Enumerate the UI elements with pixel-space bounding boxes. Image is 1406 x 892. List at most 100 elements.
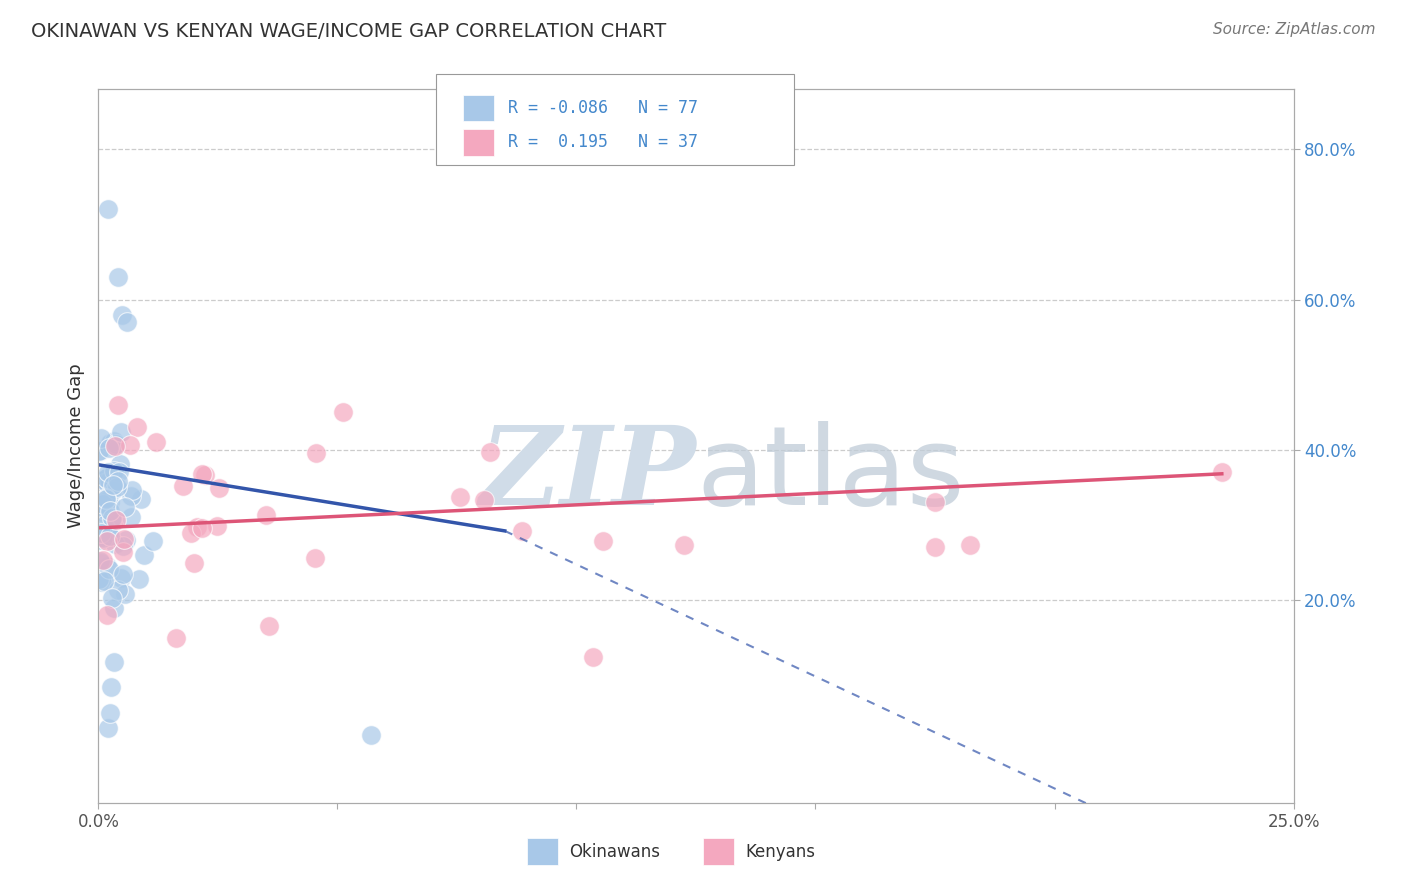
- Point: [208, 481, 231, 495]
- Point: [97, 465, 120, 479]
- Text: OKINAWAN VS KENYAN WAGE/INCOME GAP CORRELATION CHART: OKINAWAN VS KENYAN WAGE/INCOME GAP CORRE…: [31, 22, 666, 41]
- Point: [191, 521, 214, 535]
- Point: [91, 552, 114, 566]
- Point: [108, 466, 131, 480]
- Point: [87, 474, 110, 488]
- Point: [101, 591, 124, 606]
- Point: [96, 607, 118, 622]
- Point: [924, 495, 946, 509]
- Point: [98, 529, 121, 543]
- Point: [479, 445, 502, 459]
- Point: [96, 559, 118, 574]
- Point: [96, 524, 118, 538]
- Point: [449, 490, 471, 504]
- Point: [254, 508, 277, 522]
- Point: [132, 548, 155, 562]
- Point: [96, 533, 118, 548]
- Point: [107, 398, 129, 412]
- Point: [90, 570, 112, 584]
- Point: [98, 474, 121, 488]
- Point: [120, 509, 142, 524]
- Point: [103, 600, 125, 615]
- Point: [96, 475, 118, 490]
- Point: [205, 519, 228, 533]
- Point: [89, 444, 111, 458]
- Point: [332, 404, 354, 418]
- Point: [110, 425, 132, 440]
- Point: [104, 537, 127, 551]
- Point: [672, 538, 695, 552]
- Point: [165, 631, 187, 645]
- Point: [101, 516, 124, 531]
- Point: [183, 556, 205, 570]
- Point: [91, 498, 114, 512]
- Point: [111, 544, 134, 558]
- Point: [304, 550, 326, 565]
- Point: [172, 479, 194, 493]
- Point: [110, 571, 132, 585]
- Point: [93, 502, 115, 516]
- Point: [107, 270, 129, 285]
- Point: [97, 468, 120, 483]
- Point: [97, 721, 120, 735]
- Point: [120, 489, 142, 503]
- Point: [98, 562, 121, 576]
- Point: [190, 467, 212, 481]
- Point: [924, 540, 946, 554]
- Point: [98, 441, 121, 455]
- Point: [186, 520, 208, 534]
- Text: R =  0.195   N = 37: R = 0.195 N = 37: [508, 134, 697, 152]
- Point: [89, 444, 111, 458]
- Point: [91, 532, 114, 546]
- Point: [90, 557, 112, 571]
- Point: [98, 436, 121, 450]
- Point: [129, 491, 152, 506]
- Point: [121, 483, 143, 497]
- Y-axis label: Wage/Income Gap: Wage/Income Gap: [66, 364, 84, 528]
- Point: [105, 513, 128, 527]
- Point: [128, 572, 150, 586]
- Point: [103, 655, 125, 669]
- Point: [93, 574, 115, 589]
- Point: [97, 492, 120, 507]
- Point: [97, 202, 120, 217]
- Point: [125, 420, 148, 434]
- Point: [259, 618, 281, 632]
- Point: [145, 435, 167, 450]
- Point: [105, 437, 128, 451]
- Point: [194, 468, 217, 483]
- Point: [101, 511, 124, 525]
- Point: [93, 517, 115, 532]
- Point: [115, 315, 138, 329]
- Point: [112, 532, 135, 546]
- Point: [105, 480, 128, 494]
- Point: [90, 526, 112, 541]
- Point: [94, 492, 117, 507]
- Text: Okinawans: Okinawans: [569, 843, 661, 861]
- Point: [111, 566, 134, 581]
- Point: [592, 533, 614, 548]
- Point: [94, 471, 117, 485]
- Point: [93, 506, 115, 520]
- Point: [112, 539, 135, 553]
- Point: [959, 538, 981, 552]
- Point: [103, 478, 125, 492]
- Point: [120, 438, 142, 452]
- Point: [98, 495, 121, 509]
- Text: Source: ZipAtlas.com: Source: ZipAtlas.com: [1212, 22, 1375, 37]
- Point: [1211, 465, 1233, 479]
- Point: [114, 500, 136, 515]
- Point: [103, 465, 125, 479]
- Point: [100, 468, 122, 483]
- Point: [89, 554, 111, 568]
- Point: [115, 533, 138, 548]
- Point: [94, 491, 117, 505]
- Point: [89, 572, 111, 586]
- Point: [108, 457, 131, 471]
- Point: [90, 530, 112, 544]
- Point: [180, 525, 202, 540]
- Text: R = -0.086   N = 77: R = -0.086 N = 77: [508, 99, 697, 117]
- Point: [97, 524, 120, 539]
- Point: [582, 649, 605, 664]
- Text: ZIP: ZIP: [479, 421, 696, 528]
